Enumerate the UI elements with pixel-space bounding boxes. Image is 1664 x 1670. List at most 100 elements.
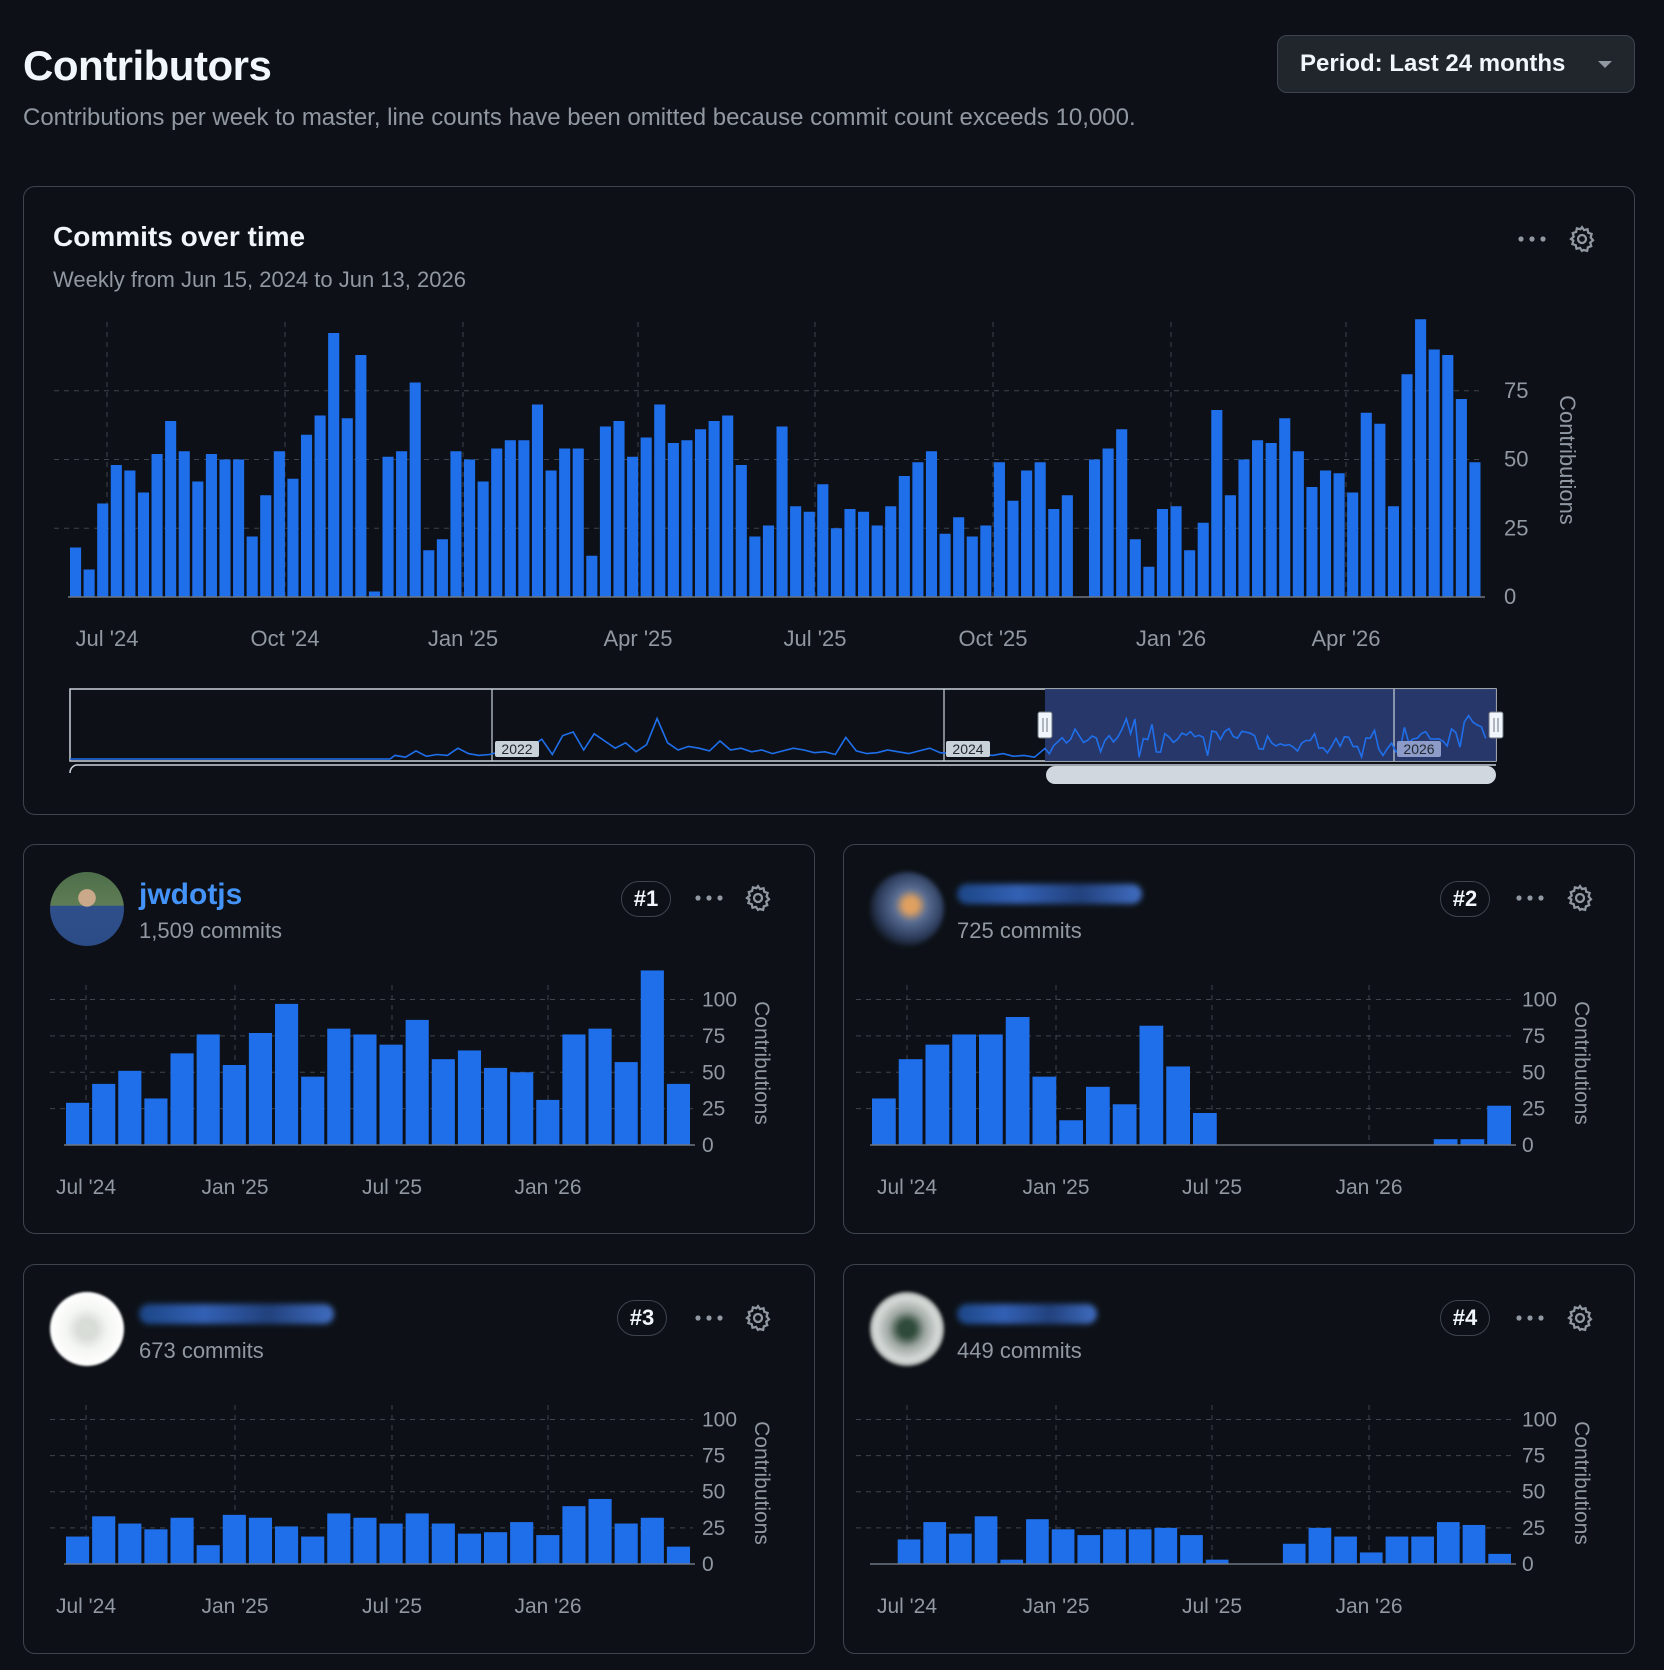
gear-icon[interactable] [1560, 1298, 1600, 1338]
chart-bar [248, 1033, 273, 1145]
more-options-icon[interactable] [689, 1298, 729, 1338]
chart-bar [1360, 412, 1372, 597]
contributor-name-redacted [139, 1304, 334, 1324]
gear-icon[interactable] [738, 878, 778, 918]
chart-bar [749, 536, 761, 597]
chart-bar [925, 1044, 950, 1145]
chart-bar [897, 1539, 921, 1564]
x-tick-label: Jul '25 [1182, 1595, 1242, 1618]
y-tick-label: 50 [1522, 1481, 1545, 1504]
period-dropdown[interactable]: Period: Last 24 months [1277, 35, 1635, 93]
chart-bar [885, 506, 897, 597]
chart-bar [328, 333, 340, 597]
y-tick-label: 25 [1522, 1098, 1545, 1121]
chart-bar [1401, 374, 1413, 597]
chart-bar [66, 1536, 90, 1564]
gear-icon[interactable] [1560, 878, 1600, 918]
chart-bar [205, 454, 217, 597]
chart-bar [708, 421, 720, 597]
more-options-icon[interactable] [1510, 878, 1550, 918]
more-options-icon[interactable] [689, 878, 729, 918]
y-axis-label: Contributions [750, 1001, 773, 1125]
chart-bar [871, 525, 883, 597]
chart-bar [396, 451, 408, 597]
contributor-chart: 0 25 50 75 100 Jul '24 Jan '25 Jul '25 Jan '26 Co… [856, 1405, 1593, 1618]
chart-bar [178, 451, 190, 597]
chart-bar [974, 1516, 998, 1564]
chart-bar [1428, 349, 1440, 597]
chart-bar [844, 509, 856, 597]
chart-bar [531, 404, 544, 597]
chart-bar [614, 1523, 638, 1564]
chart-bar [477, 481, 489, 597]
caret-down-icon [1598, 61, 1612, 68]
x-tick-label: Jul '24 [56, 1176, 116, 1199]
x-tick-label: Jul '25 [362, 1595, 422, 1618]
chart-bar [614, 1062, 638, 1145]
chart-bar [273, 451, 285, 597]
y-tick-label: 75 [702, 1025, 725, 1048]
avatar[interactable] [50, 1292, 124, 1366]
x-tick-label: Jan '25 [1022, 1595, 1089, 1618]
chart-bar [1143, 566, 1155, 597]
chart-bar [1279, 418, 1291, 597]
chart-bar [92, 1083, 116, 1145]
y-tick-label: 75 [1522, 1445, 1545, 1468]
chart-bar [735, 465, 747, 597]
avatar[interactable] [50, 872, 124, 946]
chart-bar [952, 1034, 976, 1145]
chart-bar [830, 528, 842, 597]
chart-bar [368, 591, 380, 597]
chart-bar [953, 517, 965, 597]
chart-bar [484, 1067, 508, 1145]
chart-bar [1059, 1120, 1083, 1145]
chart-bar [1224, 495, 1236, 597]
more-options-icon[interactable] [1510, 1298, 1550, 1338]
chart-bar [588, 1028, 612, 1145]
chart-bar [491, 448, 503, 597]
avatar[interactable] [870, 872, 944, 946]
range-navigator[interactable]: 2022 2024 2026 [69, 688, 1504, 784]
chart-bar [1102, 448, 1114, 597]
avatar[interactable] [870, 1292, 944, 1366]
chart-bar [436, 539, 448, 597]
card-title: Commits over time [53, 221, 306, 252]
rank-badge: #1 [621, 881, 671, 917]
chart-bar [858, 511, 870, 597]
contributor-chart: 0 25 50 75 100 Jul '24 Jan '25 Jul '25 Jan '26 Co… [50, 970, 773, 1199]
chart-bar [1333, 473, 1345, 597]
chart-bar [518, 440, 530, 597]
navigator-handle-right[interactable] [1488, 711, 1504, 739]
chart-bar [776, 426, 788, 597]
chart-bar [196, 1034, 220, 1145]
chart-bar [379, 1523, 403, 1564]
chart-bar [504, 440, 516, 597]
chart-bar [1265, 443, 1277, 597]
chart-bar [1488, 1553, 1511, 1564]
navigator-handle-left[interactable] [1037, 711, 1053, 739]
chart-bar [790, 506, 802, 597]
chart-bar [192, 481, 204, 597]
scrollbar-thumb[interactable] [1046, 766, 1496, 784]
chart-bar [1411, 1536, 1434, 1564]
chart-bar [1180, 1535, 1203, 1564]
y-tick-label: 0 [1522, 1553, 1534, 1576]
contributor-name-redacted [957, 884, 1142, 904]
rank-badge: #3 [617, 1300, 667, 1336]
navigator-year-label: 2024 [946, 741, 990, 757]
page-subtitle: Contributions per week to master, line c… [23, 104, 1136, 131]
gear-icon[interactable] [1562, 219, 1602, 259]
chart-bar [83, 569, 95, 597]
chart-bar [170, 1053, 194, 1145]
more-options-icon[interactable] [1512, 219, 1552, 259]
x-tick-label: Jul '25 [784, 626, 847, 651]
chart-bar [1334, 1536, 1357, 1564]
x-tick-label: Jan '25 [1022, 1176, 1089, 1199]
gear-icon[interactable] [738, 1298, 778, 1338]
y-tick-label: 25 [1504, 515, 1528, 540]
chart-bar [275, 1526, 299, 1564]
contributor-name[interactable]: jwdotjs [139, 878, 243, 911]
y-tick-label: 50 [1522, 1061, 1545, 1084]
chart-bar [124, 470, 136, 597]
chart-bar [144, 1529, 168, 1564]
